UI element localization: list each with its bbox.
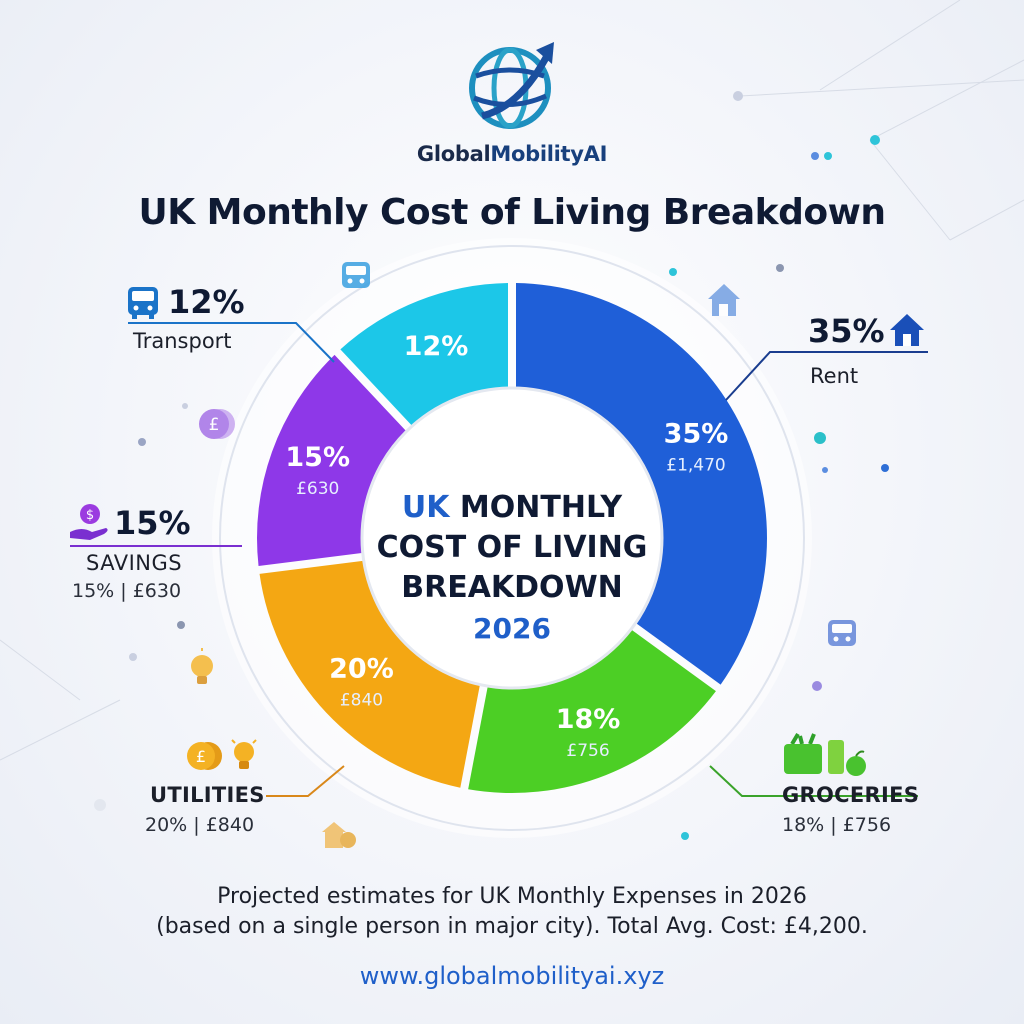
donut-outer-ring (219, 245, 805, 831)
globe-arrow-logo (469, 42, 554, 129)
website-link[interactable]: www.globalmobilityai.xyz (359, 962, 665, 990)
donut-slice-rent (515, 283, 768, 685)
slice-label-transport: 12% (404, 331, 469, 362)
page-title: UK Monthly Cost of Living Breakdown (138, 192, 886, 233)
rent-callout-percent: 35% (808, 312, 885, 350)
savings-callout-detail: 15% | £630 (72, 580, 182, 602)
utilities-leader-line (266, 765, 345, 797)
utilities-callout-detail: 20% | £840 (145, 814, 255, 836)
slice-amount-groceries: £756 (566, 741, 609, 761)
groceries-callout-detail: 18% | £756 (782, 814, 892, 836)
savings-callout-label: SAVINGS (86, 551, 183, 575)
pound-coin-icon: £ (199, 409, 235, 439)
savings-callout-percent: 15% (114, 504, 191, 542)
slice-amount-rent: £1,470 (666, 455, 725, 475)
house-icon (708, 284, 740, 316)
rent-callout-label: Rent (810, 364, 859, 388)
donut-hole-ring (360, 386, 664, 690)
bus-icon (828, 620, 856, 646)
svg-text:£: £ (209, 415, 220, 435)
slice-label-rent: 35% (664, 418, 729, 449)
donut-hole (362, 388, 662, 688)
svg-text:£: £ (196, 747, 206, 766)
center-year: 2026 (473, 612, 551, 645)
donut-slice-utilities (259, 560, 480, 788)
groceries-leader-line (709, 765, 918, 797)
house-coin-icon (322, 822, 356, 848)
brand-name: GlobalMobilityAI (416, 142, 608, 166)
donut-slice-savings (257, 354, 407, 566)
house-icon (890, 314, 924, 346)
donut-slice-transport (340, 283, 509, 426)
apple-icon (846, 750, 866, 776)
coin-hand-icon: $ (70, 504, 108, 540)
slice-label-groceries: 18% (556, 704, 621, 735)
center-title-line3: BREAKDOWN (401, 570, 623, 605)
rent-leader-line (725, 351, 928, 401)
slice-amount-utilities: £840 (340, 690, 383, 710)
groceries-callout-label: GROCERIES (782, 783, 920, 807)
slice-amount-savings: £630 (296, 479, 339, 499)
pound-coin-icon: £ (187, 742, 222, 770)
donut-slice-groceries (468, 629, 716, 793)
transport-callout-percent: 12% (168, 283, 245, 321)
lightbulb-icon (231, 739, 257, 769)
footer-note-line1: Projected estimates for UK Monthly Expen… (217, 884, 807, 909)
slice-label-savings: 15% (285, 442, 350, 473)
footer-note-line2: (based on a single person in major city)… (156, 914, 868, 939)
center-title-line1: UK MONTHLY (401, 490, 623, 525)
slice-label-utilities: 20% (329, 653, 394, 684)
transport-callout-label: Transport (133, 329, 232, 353)
lightbulb-icon (191, 648, 213, 684)
grocery-basket-icon (784, 732, 844, 774)
bus-icon (342, 262, 370, 288)
bus-icon (128, 287, 158, 319)
utilities-callout-label: UTILITIES (150, 783, 265, 807)
transport-leader-line (128, 322, 335, 363)
svg-text:$: $ (86, 508, 94, 523)
center-title-line2: COST OF LIVING (376, 530, 648, 565)
